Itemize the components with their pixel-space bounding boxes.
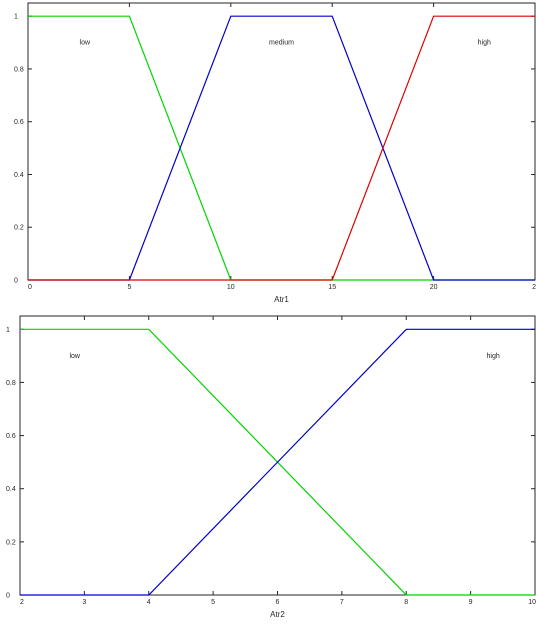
x-axis-label: Atr1 — [274, 295, 289, 304]
axes-frame — [19, 315, 536, 596]
y-tick-label: 0.6 — [6, 433, 16, 440]
y-tick-label: 0.2 — [14, 225, 24, 232]
x-tick-label: 4 — [147, 599, 151, 606]
x-tick-label: 0 — [28, 284, 32, 291]
x-tick-label: 9 — [469, 599, 473, 606]
x-tick-label: 5 — [211, 599, 215, 606]
y-tick-label: 0.8 — [6, 380, 16, 387]
x-tick-label: 8 — [404, 599, 408, 606]
x-axis-label: Atr2 — [270, 610, 285, 619]
x-tick-label: 15 — [328, 284, 336, 291]
y-tick-label: 0 — [6, 593, 10, 600]
chart-atr2: 2 3 4 5 6 7 8 9 10 0 0.2 0.4 0.6 0.8 1 low high Atr2 — [6, 315, 536, 619]
x-tick-label: 5 — [127, 284, 131, 291]
membership-label-medium: medium — [269, 40, 294, 47]
membership-line-1 — [28, 15, 535, 281]
y-tick-label: 1 — [14, 14, 18, 21]
membership-line-1 — [20, 328, 535, 596]
y-tick-label: 0.6 — [14, 119, 24, 126]
x-tick-label: 10 — [528, 599, 536, 606]
y-tick-label: 1 — [6, 327, 10, 334]
membership-line-2 — [28, 15, 535, 281]
membership-label-high: high — [478, 40, 491, 47]
membership-label-low: low — [80, 40, 91, 47]
y-tick-label: 0.4 — [6, 486, 16, 493]
membership-label-low: low — [69, 353, 80, 360]
y-tick-label: 0.4 — [14, 172, 24, 179]
x-tick-label: 3 — [82, 599, 86, 606]
membership-label-high: high — [487, 353, 500, 360]
x-tick-label: 7 — [340, 599, 344, 606]
x-tick-label: 20 — [430, 284, 438, 291]
x-tick-label: 2 — [20, 599, 24, 606]
x-tick-label: 10 — [227, 284, 235, 291]
y-tick-label: 0.8 — [14, 66, 24, 73]
y-tick-label: 0.2 — [6, 539, 16, 546]
membership-line-0 — [28, 15, 535, 281]
x-tick-label: 2 — [532, 284, 536, 291]
y-tick-label: 0 — [14, 278, 18, 285]
x-tick-label: 6 — [276, 599, 280, 606]
